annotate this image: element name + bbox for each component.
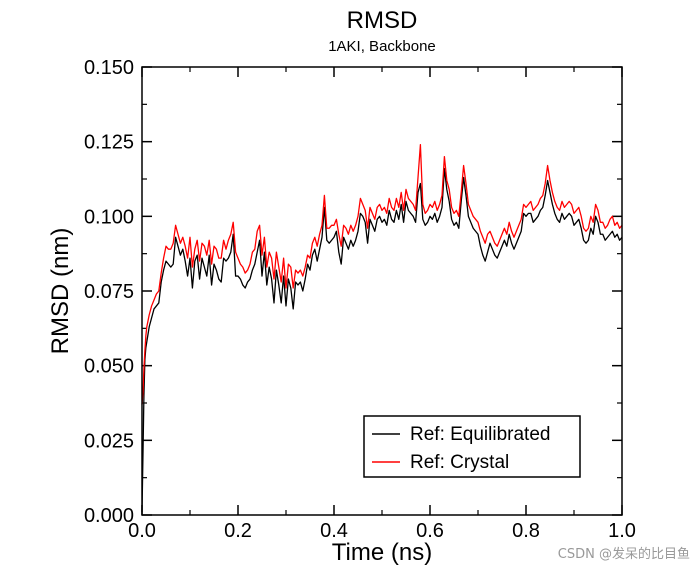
legend-box [363, 415, 581, 478]
legend-label-equilibrated: Ref: Equilibrated [410, 424, 550, 445]
y-axis-label: RMSD (nm) [47, 228, 74, 355]
y-tick-label: 0.050 [84, 356, 134, 378]
plot-frame [141, 66, 623, 516]
x-tick-label: 0.6 [416, 520, 444, 542]
y-tick-label: 0.000 [84, 505, 134, 527]
legend-label-crystal: Ref: Crystal [410, 452, 509, 473]
x-tick-label: 0.0 [128, 520, 156, 542]
y-axis-ticks: 0.000 0.025 0.050 0.075 0.100 0.125 0.150 [84, 57, 622, 527]
watermark: CSDN @发呆的比目鱼 [558, 546, 690, 562]
x-axis-label: Time (ns) [332, 539, 432, 566]
series-line-crystal [141, 143, 623, 405]
x-tick-label: 0.8 [512, 520, 540, 542]
legend: Ref: Equilibrated Ref: Crystal [363, 415, 581, 478]
x-tick-label: 0.4 [320, 520, 348, 542]
y-tick-label: 0.025 [84, 430, 134, 452]
chart-title: RMSD [347, 7, 418, 34]
y-tick-label: 0.150 [84, 57, 134, 79]
y-tick-label: 0.125 [84, 132, 134, 154]
series-layer [141, 143, 623, 513]
y-tick-label: 0.075 [84, 281, 134, 303]
x-tick-label: 0.2 [224, 520, 252, 542]
x-tick-label: 1.0 [608, 520, 636, 542]
series-line-equilibrated [141, 167, 623, 513]
chart-subtitle: 1AKI, Backbone [328, 38, 436, 55]
y-tick-label: 0.100 [84, 206, 134, 228]
